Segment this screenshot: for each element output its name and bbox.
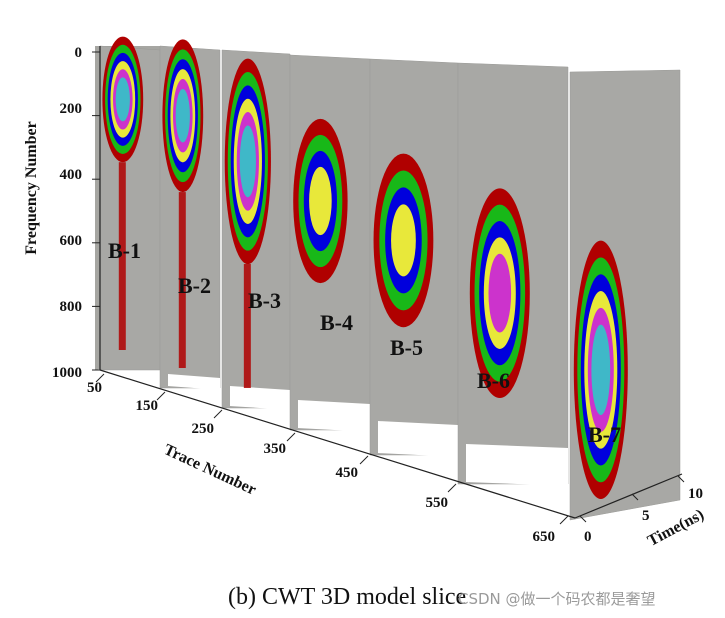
x-tick-label: 550 xyxy=(426,495,449,511)
x-tick-label: 650 xyxy=(533,529,556,545)
z-tick xyxy=(677,475,685,483)
floor-gap xyxy=(466,444,568,486)
slice-label-b2: B-2 xyxy=(178,273,211,298)
slice-b-6 xyxy=(457,62,569,486)
slice-b-5 xyxy=(369,58,459,457)
floor-gap xyxy=(378,421,458,457)
x-axis-line xyxy=(99,369,576,519)
x-axis-label: Trace Number xyxy=(161,441,259,499)
x-tick-label: 50 xyxy=(87,380,102,396)
y-axis-label: Frequency Number xyxy=(23,121,40,254)
x-tick xyxy=(559,515,569,525)
contour-ring xyxy=(115,77,130,122)
z-tick xyxy=(579,515,587,523)
energy-tail xyxy=(243,264,251,388)
slice-b-3 xyxy=(221,49,291,410)
energy-tail xyxy=(118,162,126,350)
x-tick xyxy=(447,483,457,493)
contour-ring xyxy=(391,204,416,277)
y-tick-label: 400 xyxy=(60,167,83,183)
axes-layer xyxy=(92,46,685,525)
floor-gap xyxy=(230,386,290,410)
slice-label-b6: B-6 xyxy=(477,368,510,393)
slice-b-2 xyxy=(159,39,221,390)
slice-label-b3: B-3 xyxy=(248,288,281,313)
figure-caption: (b) CWT 3D model slice xyxy=(228,584,466,610)
x-tick xyxy=(95,373,105,383)
z-tick-label: 0 xyxy=(584,529,592,545)
energy-tail xyxy=(178,192,186,368)
y-tick-label: 0 xyxy=(75,45,83,61)
slice-label-b1: B-1 xyxy=(108,238,141,263)
x-tick xyxy=(213,409,223,419)
z-axis-label: Time(ns) xyxy=(645,506,707,550)
y-tick-label: 1000 xyxy=(52,365,82,381)
slice-b-4 xyxy=(289,54,371,432)
z-tick xyxy=(631,493,639,501)
x-tick-label: 450 xyxy=(336,465,359,481)
watermark: CSDN @做一个码农都是奢望 xyxy=(458,590,656,608)
x-tick-label: 350 xyxy=(264,441,287,457)
x-tick-label: 250 xyxy=(192,421,215,437)
x-tick-label: 150 xyxy=(136,398,159,414)
contour-ring xyxy=(175,89,190,143)
slice-label-b4: B-4 xyxy=(320,310,353,335)
slice-label-b7: B-7 xyxy=(588,422,621,447)
slice-b-1 xyxy=(99,36,161,371)
y-tick-label: 200 xyxy=(60,101,83,117)
slice-label-b5: B-5 xyxy=(390,335,423,360)
x-tick xyxy=(286,432,296,442)
z-tick-label: 10 xyxy=(688,486,703,502)
floor-gap xyxy=(298,400,370,432)
contour-ring xyxy=(488,253,512,333)
x-tick xyxy=(359,455,369,465)
y-tick-label: 600 xyxy=(60,233,83,249)
floor-gap xyxy=(168,374,220,390)
z-axis-line xyxy=(574,473,683,519)
contour-ring xyxy=(591,324,611,416)
y-tick-label: 800 xyxy=(60,299,83,315)
slice-b-7 xyxy=(569,69,681,521)
x-tick xyxy=(156,391,166,401)
slices-layer xyxy=(99,36,681,521)
contour-ring xyxy=(239,125,256,198)
z-tick-label: 5 xyxy=(642,508,650,524)
contour-ring xyxy=(309,166,332,236)
